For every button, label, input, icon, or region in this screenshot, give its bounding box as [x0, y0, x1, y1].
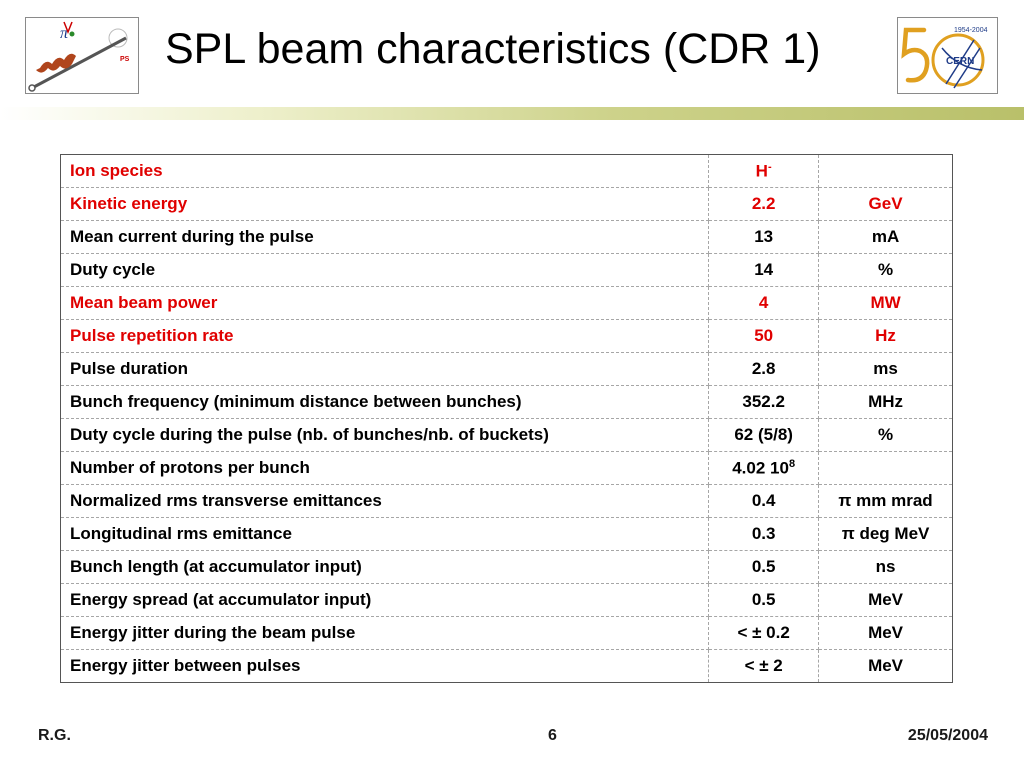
- ps-logo: π PS: [25, 17, 139, 94]
- table-row: Energy jitter between pulses < ± 2 MeV: [59, 649, 953, 683]
- unit-cell: [818, 154, 953, 188]
- unit-cell: π mm mrad: [818, 484, 953, 518]
- unit-cell: MeV: [818, 583, 953, 617]
- footer-page-number: 6: [548, 727, 557, 744]
- table-row: Mean current during the pulse 13 mA: [59, 220, 953, 254]
- param-cell: Ion species: [59, 154, 710, 188]
- table-row: Longitudinal rms emittance 0.3 π deg MeV: [59, 517, 953, 551]
- unit-cell: ms: [818, 352, 953, 386]
- value-cell: H-: [708, 154, 820, 188]
- value-cell: 2.2: [708, 187, 820, 221]
- unit-cell: %: [818, 418, 953, 452]
- param-cell: Energy jitter during the beam pulse: [59, 616, 710, 650]
- table-row: Energy jitter during the beam pulse < ± 0…: [59, 616, 953, 650]
- unit-cell: GeV: [818, 187, 953, 221]
- value-text: 13: [754, 227, 774, 246]
- unit-cell: %: [818, 253, 953, 287]
- unit-cell: Hz: [818, 319, 953, 353]
- unit-cell: mA: [818, 220, 953, 254]
- table-row: Duty cycle during the pulse (nb. of bunc…: [59, 418, 953, 452]
- value-cell: 62 (5/8): [708, 418, 820, 452]
- unit-cell: ns: [818, 550, 953, 584]
- value-text: H: [755, 161, 768, 181]
- param-cell: Bunch frequency (minimum distance betwee…: [59, 385, 710, 419]
- value-text: 0.3: [751, 524, 776, 543]
- value-superscript: -: [767, 160, 772, 173]
- value-cell: 13: [708, 220, 820, 254]
- param-cell: Normalized rms transverse emittances: [59, 484, 710, 518]
- value-text: 14: [754, 260, 774, 279]
- unit-cell: MeV: [818, 616, 953, 650]
- ps-logo-text: PS: [120, 56, 130, 63]
- table-row: Pulse repetition rate 50 Hz: [59, 319, 953, 353]
- beam-characteristics-table: Ion species H- Kinetic energy 2.2 GeV Mean cu…: [59, 154, 953, 683]
- table-row: Mean beam power 4 MW: [59, 286, 953, 320]
- slide-title: SPL beam characteristics (CDR 1): [165, 25, 821, 73]
- title-divider-bar: [0, 107, 1024, 120]
- table-row: Energy spread (at accumulator input) 0.5 M…: [59, 583, 953, 617]
- unit-cell: MHz: [818, 385, 953, 419]
- unit-cell: [818, 451, 953, 485]
- value-cell: 0.4: [708, 484, 820, 518]
- cern-logo-text: CERN: [946, 56, 974, 67]
- unit-cell: MW: [818, 286, 953, 320]
- table-row: Bunch frequency (minimum distance betwee…: [59, 385, 953, 419]
- param-cell: Kinetic energy: [59, 187, 710, 221]
- value-text: 62 (5/8): [734, 425, 793, 444]
- value-cell: < ± 2: [708, 649, 820, 683]
- value-text: 50: [754, 326, 774, 345]
- footer-author: R.G.: [38, 727, 71, 744]
- param-cell: Energy jitter between pulses: [59, 649, 710, 683]
- param-cell: Energy spread (at accumulator input): [59, 583, 710, 617]
- value-cell: 0.3: [708, 517, 820, 551]
- value-cell: 352.2: [708, 385, 820, 419]
- value-text: 4.02 10: [732, 458, 789, 478]
- svg-text:π: π: [60, 25, 69, 42]
- unit-cell: MeV: [818, 649, 953, 683]
- table-row: Kinetic energy 2.2 GeV: [59, 187, 953, 221]
- value-cell: < ± 0.2: [708, 616, 820, 650]
- value-text: 0.5: [751, 557, 776, 576]
- param-cell: Bunch length (at accumulator input): [59, 550, 710, 584]
- value-text: < ± 0.2: [737, 623, 790, 642]
- unit-cell: π deg MeV: [818, 517, 953, 551]
- value-cell: 4: [708, 286, 820, 320]
- param-cell: Pulse duration: [59, 352, 710, 386]
- table-row: Number of protons per bunch 4.02 108: [59, 451, 953, 485]
- value-text: < ± 2: [744, 656, 783, 675]
- value-cell: 4.02 108: [708, 451, 820, 485]
- param-cell: Number of protons per bunch: [59, 451, 710, 485]
- table-row: Duty cycle 14%: [59, 253, 953, 287]
- param-cell: Mean beam power: [59, 286, 710, 320]
- value-text: 2.2: [751, 194, 776, 213]
- footer-date: 25/05/2004: [907, 727, 988, 744]
- value-text: 0.5: [751, 590, 776, 609]
- value-text: 0.4: [751, 491, 776, 510]
- value-cell: 50: [708, 319, 820, 353]
- cern-logo-years: 1954-2004: [954, 27, 988, 34]
- param-cell: Duty cycle: [59, 253, 710, 287]
- table-row: Ion species H-: [59, 154, 953, 188]
- value-text: 2.8: [751, 359, 776, 378]
- value-text: 4: [758, 293, 769, 312]
- table-row: Pulse duration 2.8 ms: [59, 352, 953, 386]
- param-cell: Mean current during the pulse: [59, 220, 710, 254]
- param-cell: Pulse repetition rate: [59, 319, 710, 353]
- table-row: Bunch length (at accumulator input) 0.5 ns: [59, 550, 953, 584]
- value-text: 352.2: [742, 392, 785, 411]
- param-cell: Longitudinal rms emittance: [59, 517, 710, 551]
- value-superscript: 8: [788, 457, 796, 470]
- value-cell: 2.8: [708, 352, 820, 386]
- table-row: Normalized rms transverse emittances 0.4 π…: [59, 484, 953, 518]
- value-cell: 0.5: [708, 550, 820, 584]
- value-cell: 14: [708, 253, 820, 287]
- param-cell: Duty cycle during the pulse (nb. of bunc…: [59, 418, 710, 452]
- value-cell: 0.5: [708, 583, 820, 617]
- cern-50-logo: CERN 1954-2004: [897, 17, 998, 94]
